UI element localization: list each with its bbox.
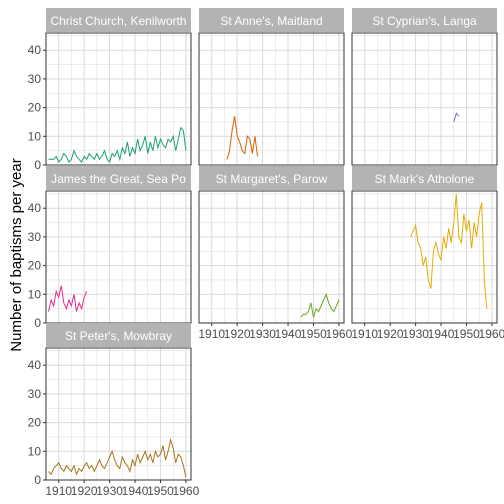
panel-4-strip — [46, 166, 191, 190]
x-tick-label: 1940 — [122, 484, 149, 498]
x-tick-label: 1920 — [71, 484, 98, 498]
x-tick-label: 1910 — [45, 484, 72, 498]
y-tick-label: 10 — [28, 444, 42, 458]
x-tick-label: 1910 — [198, 327, 225, 341]
x-tick-label: 1920 — [377, 327, 404, 341]
panel-1-strip — [46, 8, 191, 32]
panel-5-strip-label: St Margaret's, Parow — [216, 172, 328, 186]
panel-3-border — [351, 32, 498, 166]
panel-2-series-line — [226, 116, 258, 160]
y-tick-label: 20 — [28, 101, 42, 115]
y-tick-label: 20 — [28, 259, 42, 273]
x-tick-label: 1930 — [249, 327, 276, 341]
panel-7-background — [46, 348, 191, 480]
panel-4-background — [46, 191, 191, 323]
y-tick-label: 40 — [28, 358, 42, 372]
x-tick-label: 1920 — [224, 327, 251, 341]
x-tick-label: 1960 — [173, 484, 200, 498]
panel-6-series-line — [410, 193, 488, 309]
y-tick-label: 0 — [34, 473, 41, 487]
panel-5-series-line — [300, 292, 340, 318]
panel-6-strip — [352, 166, 497, 190]
x-tick-label: 1940 — [428, 327, 455, 341]
panel-5-border — [198, 190, 345, 324]
y-tick-label: 10 — [28, 287, 42, 301]
panel-2-strip-label: St Anne's, Maitland — [220, 14, 322, 28]
panel-2-strip — [199, 8, 344, 32]
y-tick-label: 0 — [34, 316, 41, 330]
y-tick-label: 20 — [28, 416, 42, 430]
panel-5-background — [199, 191, 344, 323]
panel-5-strip — [199, 166, 344, 190]
panel-6-strip-label: St Mark's Atholone — [375, 172, 475, 186]
panel-1-series-line — [48, 126, 187, 164]
panel-4-series-line — [48, 285, 88, 312]
panel-3-series-line — [453, 112, 460, 123]
y-tick-label: 40 — [28, 201, 42, 215]
x-tick-label: 1960 — [479, 327, 504, 341]
x-tick-label: 1950 — [300, 327, 327, 341]
x-tick-label: 1950 — [453, 327, 480, 341]
panel-7-strip-label: St Peter's, Mowbray — [65, 329, 172, 343]
y-tick-label: 30 — [28, 387, 42, 401]
y-tick-label: 40 — [28, 43, 42, 57]
panel-1-strip-label: Christ Church, Kenilworth — [50, 14, 186, 28]
panel-2-border — [198, 32, 345, 166]
x-tick-label: 1940 — [275, 327, 302, 341]
panel-2-background — [199, 33, 344, 165]
y-tick-label: 0 — [34, 158, 41, 172]
panel-7-strip — [46, 323, 191, 347]
y-tick-label: 10 — [28, 129, 42, 143]
panel-4-strip-label: James the Great, Sea Po — [51, 172, 186, 186]
panel-6-background — [352, 191, 497, 323]
panel-6-border — [351, 190, 498, 324]
panel-3-strip-label: St Cyprian's, Langa — [372, 14, 477, 28]
x-tick-label: 1950 — [147, 484, 174, 498]
panel-1-background — [46, 33, 191, 165]
x-tick-label: 1930 — [402, 327, 429, 341]
x-tick-label: 1930 — [96, 484, 123, 498]
y-tick-label: 30 — [28, 72, 42, 86]
x-tick-label: 1910 — [351, 327, 378, 341]
panel-7-border — [45, 347, 192, 481]
y-tick-label: 30 — [28, 230, 42, 244]
x-tick-label: 1960 — [326, 327, 353, 341]
y-axis-title: Number of baptisms per year — [8, 158, 25, 351]
panel-7-series-line — [48, 437, 187, 478]
panel-3-background — [352, 33, 497, 165]
panel-3-strip — [352, 8, 497, 32]
panel-1-border — [45, 32, 192, 166]
